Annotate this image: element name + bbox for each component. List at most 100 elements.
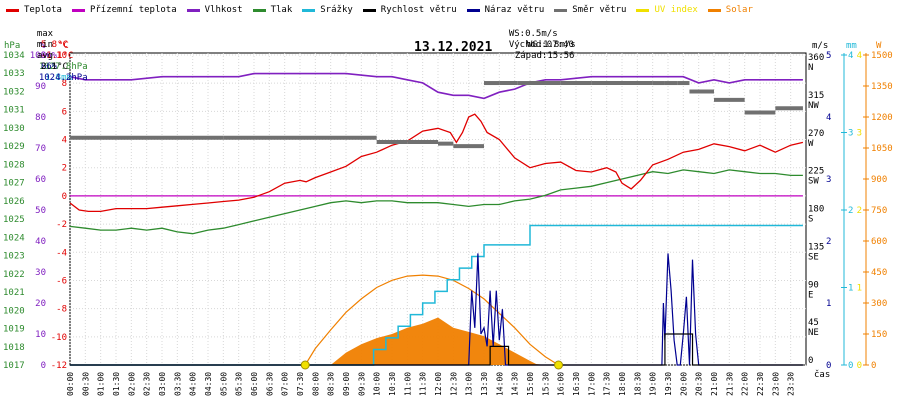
time-tick: 06:00 xyxy=(250,372,259,396)
solar-axis-unit: W xyxy=(876,41,882,51)
time-tick: 16:30 xyxy=(572,372,581,396)
rain-tick: 4 xyxy=(848,51,853,61)
time-tick: 16:00 xyxy=(557,372,566,396)
time-tick: 17:00 xyxy=(587,372,596,396)
wind-axis-unit: m/s xyxy=(812,41,828,51)
windspeed-tick: 4 xyxy=(826,113,831,123)
wind-ws: WS:0.5m/s xyxy=(508,29,558,39)
solar-tick: 600 xyxy=(871,237,887,247)
humidity-tick: 80 xyxy=(35,113,46,123)
windspeed-tick: 0 xyxy=(826,361,831,371)
legend-swatch xyxy=(362,8,376,12)
pressure-tick: 1025 xyxy=(3,215,25,225)
uv-tick: 2 xyxy=(857,206,862,216)
winddir-label: S xyxy=(808,215,813,225)
time-tick: 12:30 xyxy=(449,372,458,396)
time-tick: 11:00 xyxy=(403,372,412,396)
pressure-tick: 1030 xyxy=(3,124,25,134)
series-rain-line xyxy=(70,224,803,366)
rain-axis-unit: mm xyxy=(846,41,857,51)
time-tick: 23:30 xyxy=(787,372,796,396)
rain-tick: 0 xyxy=(848,361,853,371)
time-tick: 20:00 xyxy=(679,372,688,396)
humidity-tick: 40 xyxy=(35,237,46,247)
pressure-tick: 1024 xyxy=(3,233,25,243)
legend-swatch xyxy=(707,8,721,12)
pressure-tick: 1026 xyxy=(3,197,25,207)
windspeed-tick: 3 xyxy=(826,175,831,185)
stats-avg-row: avg 2.1°C xyxy=(26,40,68,73)
time-tick: 20:30 xyxy=(695,372,704,396)
solar-tick: 1200 xyxy=(871,113,893,123)
stats-max-temp: 5.8°C xyxy=(40,40,68,50)
winddir-tick: 45 xyxy=(808,318,819,328)
pressure-axis-unit: hPa xyxy=(4,41,20,51)
legend-swatch xyxy=(186,8,200,12)
wind-wg: WG:1.8m/s xyxy=(526,40,576,50)
pressure-tick: 1017 xyxy=(3,361,25,371)
winddir-tick: 90 xyxy=(808,280,819,290)
stats-max-hum: 96% xyxy=(40,51,58,61)
time-tick: 02:30 xyxy=(143,372,152,396)
winddir-tick: 270 xyxy=(808,129,824,139)
series-pressure-line xyxy=(69,169,803,235)
winddir-label: SE xyxy=(808,252,819,262)
uv-tick: 3 xyxy=(857,129,862,139)
uv-tick: 1 xyxy=(857,284,862,294)
winddir-label: SW xyxy=(808,177,819,187)
time-tick: 02:00 xyxy=(127,372,136,396)
time-tick: 18:00 xyxy=(618,372,627,396)
humidity-tick: 90 xyxy=(35,82,46,92)
series-gust-line xyxy=(70,253,803,366)
legend-swatch xyxy=(466,8,480,12)
stats-min-press: 1024.2hPa xyxy=(38,73,88,83)
time-tick: 08:00 xyxy=(311,372,320,396)
time-tick: 13:30 xyxy=(480,372,489,396)
solar-tick: 1500 xyxy=(871,51,893,61)
temp-tick: -4 xyxy=(56,248,67,258)
time-tick: 00:30 xyxy=(81,372,90,396)
stats-max-row: max 5.8°C 96% 1027.8hPa 1.8mm xyxy=(26,18,88,84)
legend-swatch xyxy=(636,8,650,12)
winddir-label: E xyxy=(808,290,813,300)
time-tick: 04:00 xyxy=(189,372,198,396)
solar-tick: 1050 xyxy=(871,144,893,154)
winddir-label: N xyxy=(808,63,813,73)
time-tick: 19:30 xyxy=(664,372,673,396)
pressure-tick: 1034 xyxy=(3,51,25,61)
time-tick: 14:30 xyxy=(511,372,520,396)
time-tick: 09:00 xyxy=(342,372,351,396)
pressure-tick: 1023 xyxy=(3,252,25,262)
solar-tick: 150 xyxy=(871,330,887,340)
stats-min-row: min -1.1°C 86% 1024.2hPa xyxy=(26,29,88,84)
time-tick: 21:30 xyxy=(725,372,734,396)
time-tick: 18:30 xyxy=(633,372,642,396)
legend-label: Vlhkost xyxy=(204,5,243,15)
time-tick: 22:30 xyxy=(756,372,765,396)
time-tick: 01:30 xyxy=(112,372,121,396)
sunrise: Východ:07:40 xyxy=(508,40,574,50)
temp-tick: 10 xyxy=(56,51,67,61)
legend-label: Teplota xyxy=(24,5,62,15)
solar-tick: 300 xyxy=(871,299,887,309)
humidity-tick: 20 xyxy=(35,299,46,309)
pressure-tick: 1020 xyxy=(3,306,25,316)
x-axis-unit: čas xyxy=(814,369,830,380)
humidity-tick: 70 xyxy=(35,144,46,154)
legend-item: Tlak xyxy=(252,3,293,17)
pressure-tick: 1019 xyxy=(3,325,25,335)
solar-tick: 900 xyxy=(871,175,887,185)
temp-axis-unit: °C xyxy=(58,41,69,51)
legend: Teplota Přízemní teplota Vlhkost Tlak Srážky… xyxy=(6,3,763,17)
temp-tick: -2 xyxy=(56,220,67,230)
winddir-tick: 135 xyxy=(808,242,824,252)
uv-tick: 4 xyxy=(857,51,862,61)
legend-item: Vlhkost xyxy=(186,3,243,17)
temp-tick: 8 xyxy=(62,79,67,89)
legend-label: Tlak xyxy=(270,5,293,15)
legend-item: Solar xyxy=(707,3,753,17)
stats-max-press: 1027.8hPa xyxy=(38,62,88,72)
legend-item: Přízemní teplota xyxy=(71,3,177,17)
series-solar-area xyxy=(70,317,803,365)
sun-info: Východ:07:40 Západ:15:56 xyxy=(498,29,575,62)
